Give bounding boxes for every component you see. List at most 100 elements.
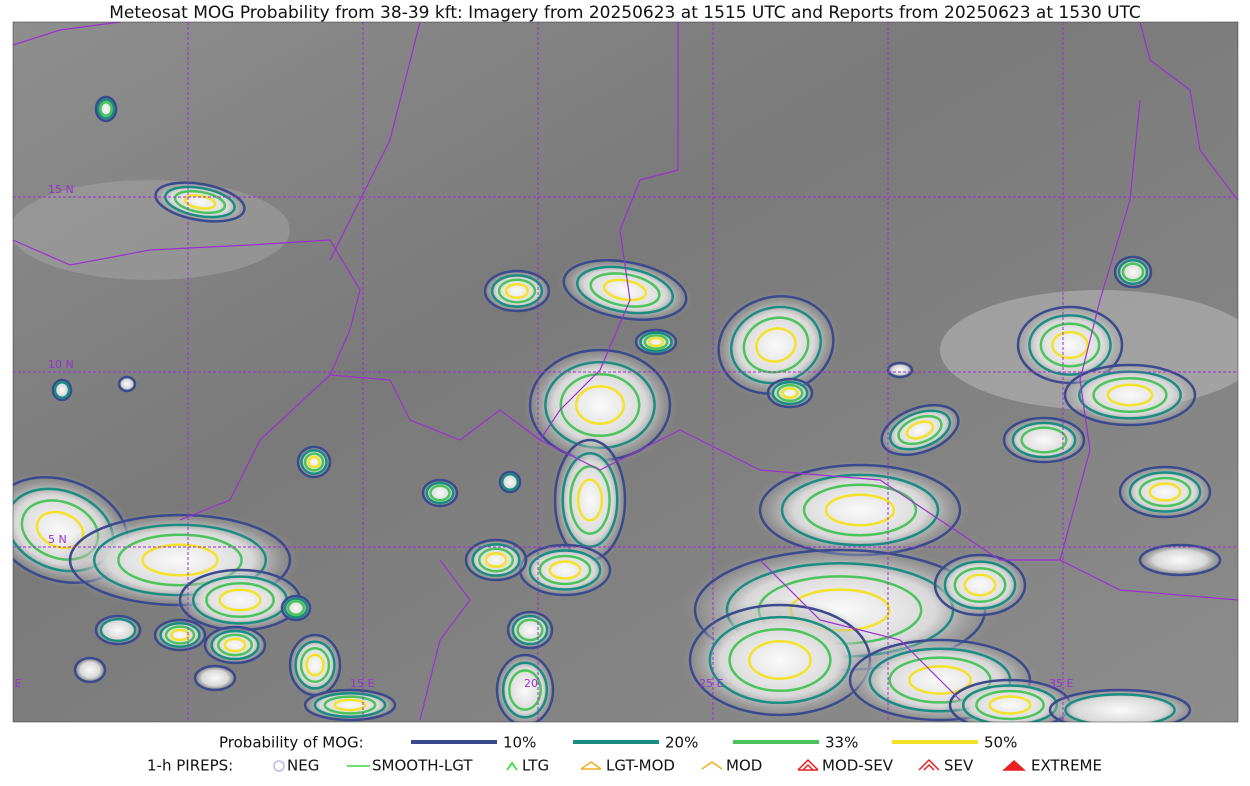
probability-contour xyxy=(888,409,952,451)
probability-contour xyxy=(495,653,555,722)
probability-contour xyxy=(53,380,71,400)
legend-label: 50% xyxy=(984,734,1017,752)
lat-label: 15 N xyxy=(48,183,74,196)
probability-contour xyxy=(1106,383,1154,407)
probability-contour xyxy=(511,614,549,646)
probability-contour xyxy=(538,554,592,586)
legend-label: 10% xyxy=(503,734,536,752)
probability-contour xyxy=(51,378,73,402)
probability-contour xyxy=(1002,416,1086,464)
probability-contour xyxy=(1138,543,1222,577)
probability-contour xyxy=(1092,376,1168,414)
legend-label: NEG xyxy=(287,757,319,775)
probability-contour xyxy=(988,695,1032,715)
lon-label: 25 E xyxy=(699,677,723,690)
probability-contour xyxy=(1020,426,1068,454)
probability-contour xyxy=(1113,255,1153,289)
probability-contour xyxy=(963,573,997,597)
legend-label: SEV xyxy=(944,757,974,775)
probability-contour xyxy=(313,692,387,718)
probability-contour xyxy=(908,665,972,695)
probability-contour xyxy=(1011,421,1077,459)
legend-label: LGT-MOD xyxy=(606,757,675,775)
probability-contour xyxy=(708,615,852,705)
probability-contour xyxy=(323,695,377,715)
probability-contour xyxy=(1051,330,1089,360)
probability-contour xyxy=(280,594,312,622)
probability-contour xyxy=(490,274,544,308)
legend-label: 20% xyxy=(665,734,698,752)
probability-contour xyxy=(1121,262,1145,282)
probability-contour xyxy=(576,478,604,522)
cloud xyxy=(1136,543,1224,577)
probability-contour xyxy=(562,259,688,321)
legend-label: 33% xyxy=(825,734,858,752)
probability-contour xyxy=(303,452,325,472)
lon-label: 35 E xyxy=(1049,677,1073,690)
cloud xyxy=(73,656,107,684)
probability-contour xyxy=(210,629,260,661)
probability-contour xyxy=(1039,322,1101,368)
probability-contour xyxy=(299,646,331,684)
lat-label: 10 N xyxy=(48,358,74,371)
probability-contour xyxy=(1138,476,1192,508)
probability-contour xyxy=(193,664,237,692)
pirep-icon xyxy=(580,761,602,770)
probability-contour xyxy=(634,328,678,356)
probability-contour xyxy=(429,484,451,502)
probability-contour xyxy=(776,383,804,403)
borders xyxy=(13,22,1238,721)
pirep-icon xyxy=(506,761,518,771)
map-frame xyxy=(12,21,1239,723)
probability-contour xyxy=(1148,482,1182,502)
cloud xyxy=(886,362,914,378)
title: Meteosat MOG Probability from 38-39 kft:… xyxy=(109,3,1141,23)
pirep-icon xyxy=(797,758,819,771)
probability-contour xyxy=(742,316,810,374)
probability-contour xyxy=(94,614,142,646)
legend-label: MOD-SEV xyxy=(822,757,894,775)
cloud xyxy=(944,677,1076,722)
probability-contour xyxy=(216,633,254,657)
pirep-icon xyxy=(1002,759,1026,771)
probability-contour xyxy=(975,689,1045,721)
lon-label: 20 xyxy=(524,677,538,690)
legend-label: MOD xyxy=(726,757,762,775)
cloud xyxy=(1043,688,1197,722)
probability-contour xyxy=(933,553,1027,617)
legend: Probability of MOG: 1-h PIREPS: 10% 20% 33… xyxy=(147,734,1102,775)
probability-contour xyxy=(300,449,328,475)
probability-contour xyxy=(99,617,137,643)
map: 15 N 10 N 5 N 5 E 15 E 20 25 E 35 E xyxy=(4,22,1238,722)
probability-contour xyxy=(477,547,515,573)
probability-contour xyxy=(154,181,246,223)
probability-contour xyxy=(897,414,943,446)
probability-contour xyxy=(755,327,797,363)
probability-contour xyxy=(333,698,367,712)
probability-contour xyxy=(943,560,1017,610)
probability-contour xyxy=(1063,363,1197,427)
lat-label: 5 N xyxy=(48,533,67,546)
probability-contour xyxy=(303,688,397,722)
probability-contour xyxy=(766,377,814,409)
pirep-icon xyxy=(701,761,723,770)
probability-contour xyxy=(748,640,812,680)
lon-label: 5 E xyxy=(4,677,21,690)
probability-contour xyxy=(164,625,196,645)
probability-contour xyxy=(639,331,673,353)
probability-contour xyxy=(173,189,227,215)
probability-contour xyxy=(728,627,832,693)
probability-contour xyxy=(569,465,611,535)
probability-contour xyxy=(94,95,118,123)
probability-contour xyxy=(73,656,107,684)
probability-contour xyxy=(1028,314,1112,376)
probability-contour xyxy=(1128,471,1202,513)
probability-contour xyxy=(153,618,207,652)
probability-contour xyxy=(501,661,549,719)
probability-contour xyxy=(1117,259,1149,285)
probability-contour xyxy=(771,380,809,406)
probability-contour xyxy=(802,483,918,537)
probability-contour xyxy=(294,640,336,690)
probability-contour xyxy=(159,622,201,648)
cloud xyxy=(557,257,693,323)
